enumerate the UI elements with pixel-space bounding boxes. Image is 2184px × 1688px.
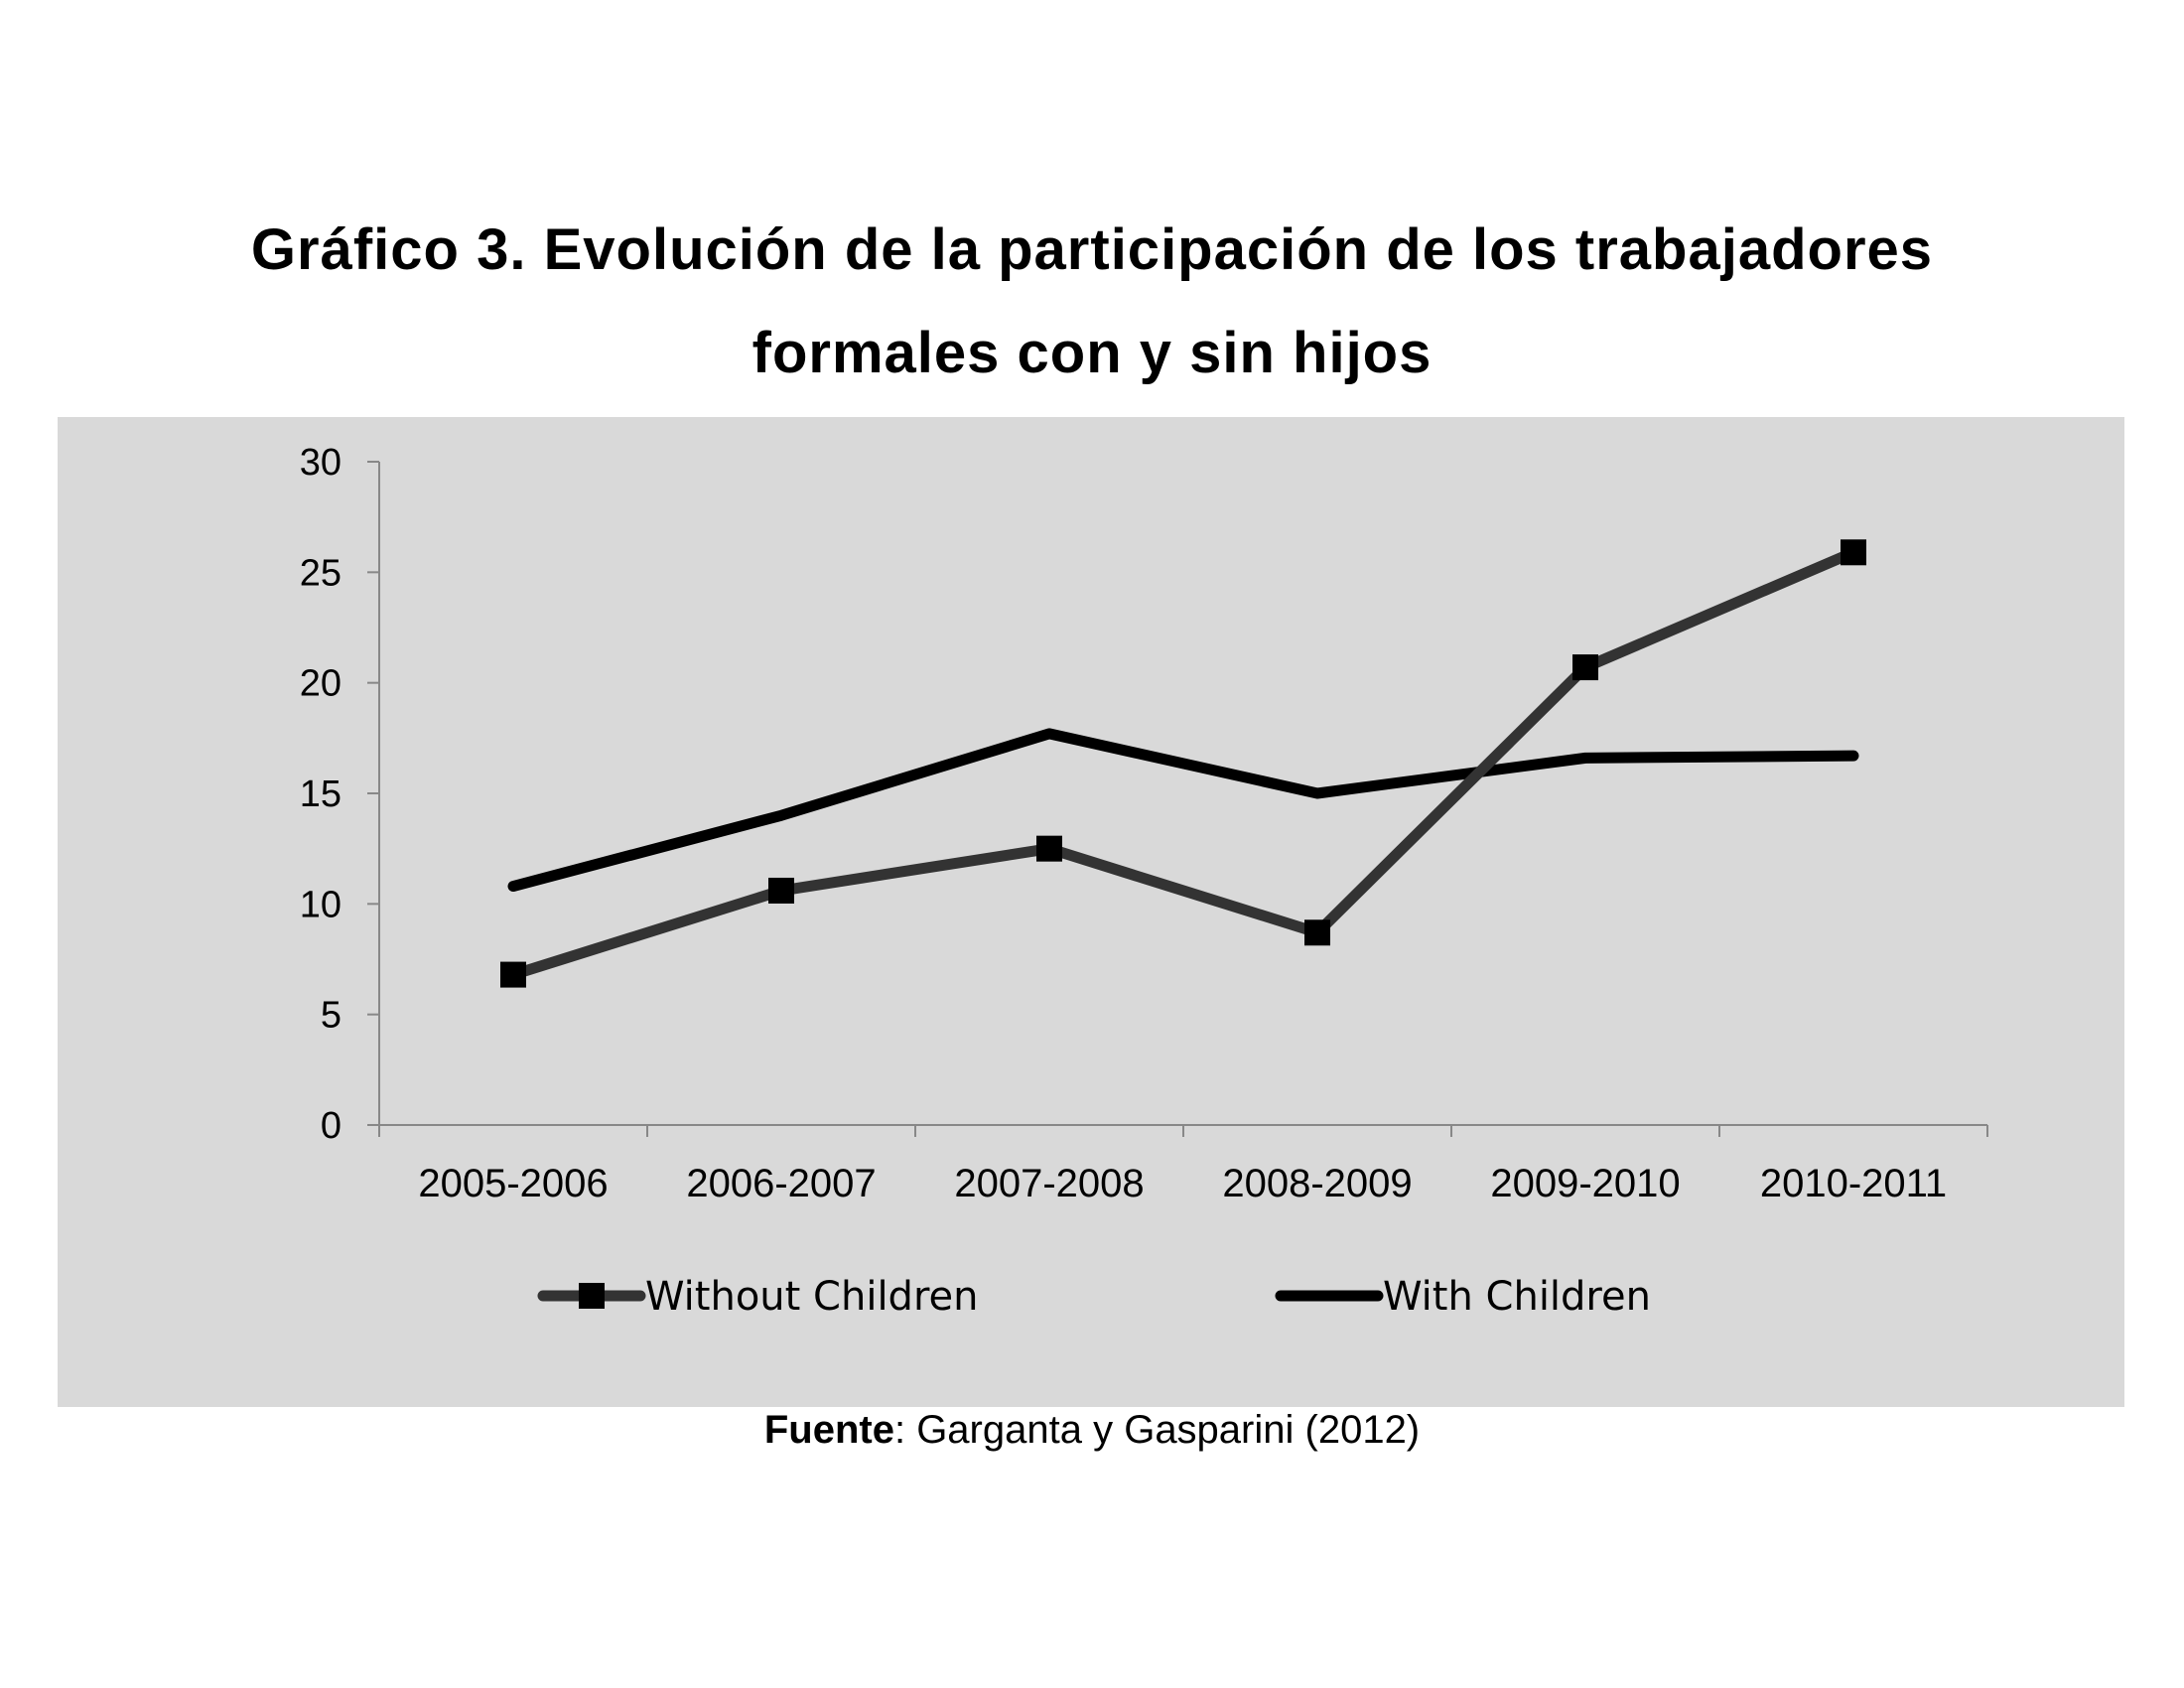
y-tick-label: 0 (321, 1105, 341, 1147)
y-tick-label: 20 (300, 663, 341, 705)
legend-marker-without-children (579, 1283, 605, 1309)
series-line-with-children (507, 728, 1859, 893)
x-tick-label: 2008-2009 (1222, 1162, 1412, 1205)
data-point-without-children (1036, 835, 1062, 862)
x-tick-label: 2005-2006 (418, 1162, 608, 1205)
chart-title-line-2: formales con y sin hijos (751, 321, 1433, 385)
data-point-without-children (1841, 539, 1866, 566)
y-tick-label: 15 (300, 774, 341, 815)
source-note: Fuente: Garganta y Gasparini (2012) (0, 1408, 2184, 1453)
data-point-without-children (500, 961, 526, 988)
legend-label-with-children: With Children (1383, 1274, 1651, 1320)
source-text: : Garganta y Gasparini (2012) (893, 1408, 1421, 1452)
y-tick-label: 25 (300, 552, 341, 594)
series-line-without-children (507, 546, 1859, 981)
data-point-without-children (1572, 654, 1598, 681)
x-tick-label: 2007-2008 (954, 1162, 1144, 1205)
x-tick-label: 2006-2007 (686, 1162, 876, 1205)
y-tick-label: 5 (321, 995, 341, 1037)
source-label: Fuente (763, 1408, 894, 1452)
chart-title-line-1: Gráfico 3. Evolución de la participación… (250, 217, 1934, 282)
y-tick-label: 10 (300, 884, 341, 925)
data-point-without-children (1304, 919, 1330, 946)
y-tick-label: 30 (300, 442, 341, 484)
x-tick-label: 2009-2010 (1490, 1162, 1680, 1205)
legend-label-without-children: Without Children (645, 1274, 978, 1320)
data-point-without-children (768, 877, 794, 904)
x-tick-label: 2010-2011 (1760, 1162, 1947, 1205)
